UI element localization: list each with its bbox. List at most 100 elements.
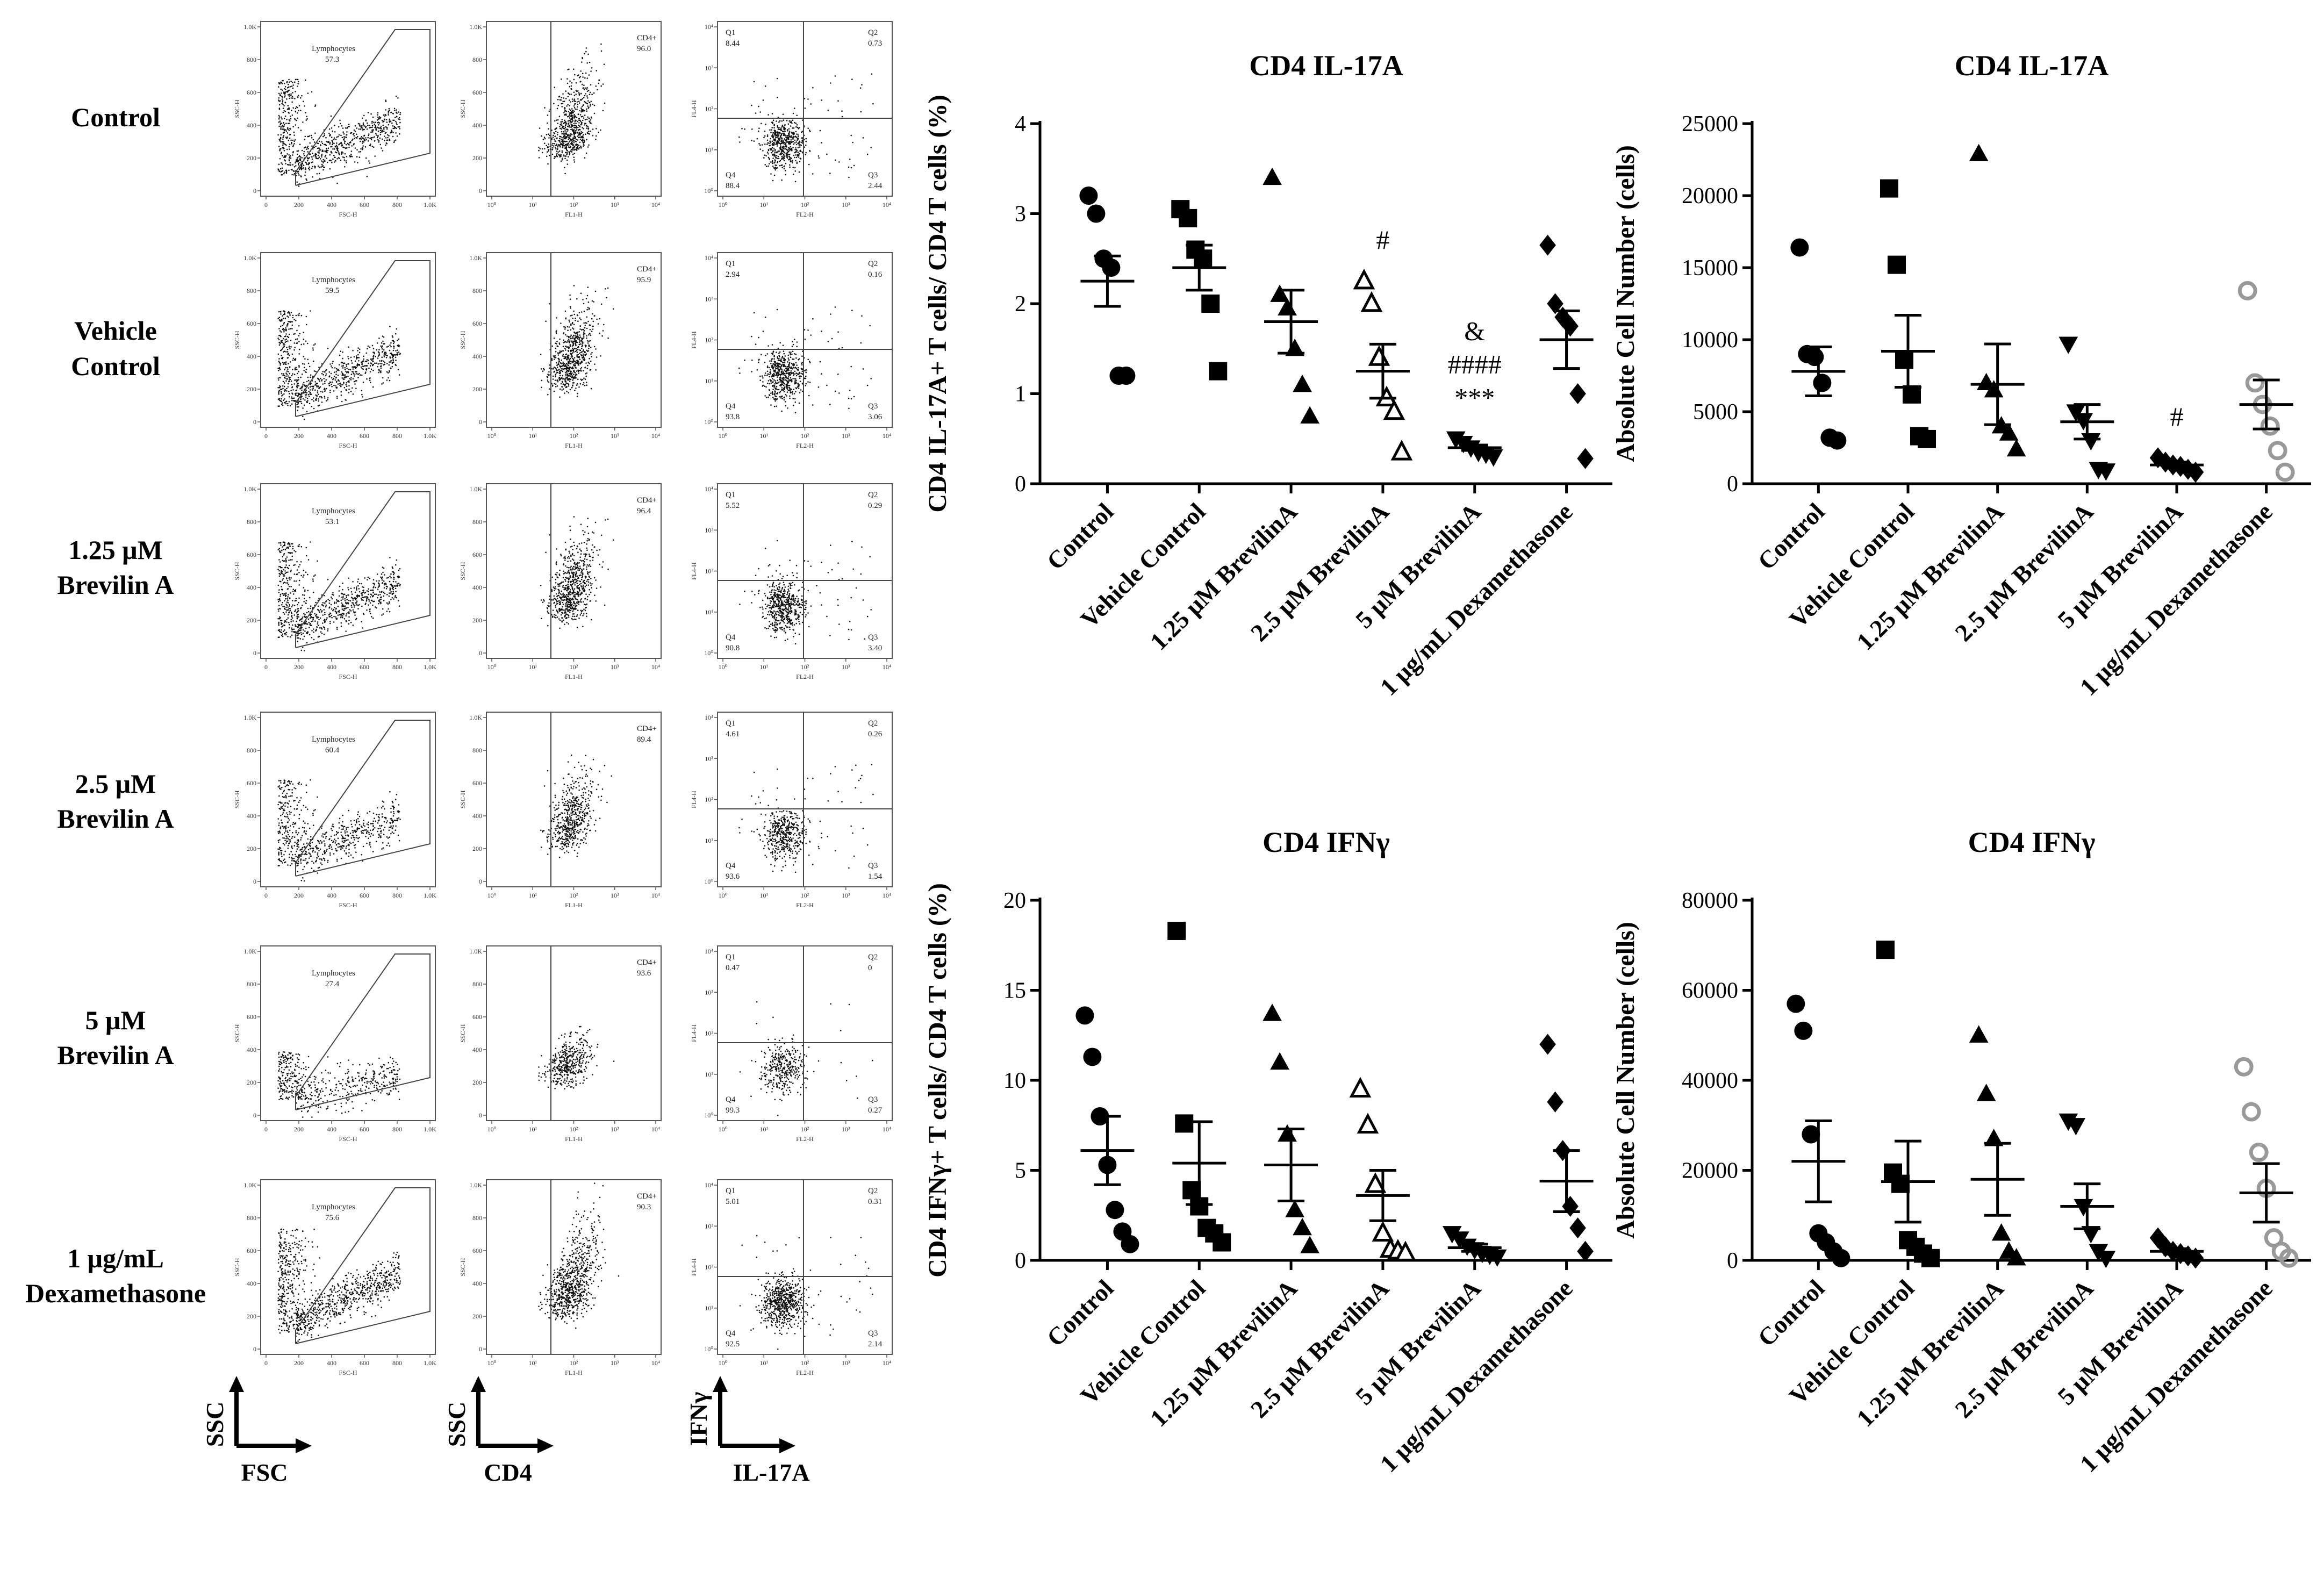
facs-event bbox=[560, 365, 562, 367]
facs-event bbox=[787, 137, 790, 138]
facs-event bbox=[772, 123, 773, 124]
facs-event bbox=[799, 377, 801, 379]
facs-event bbox=[548, 381, 550, 383]
facs-event bbox=[380, 345, 382, 347]
facs-event bbox=[787, 130, 788, 132]
facs-event bbox=[286, 138, 288, 139]
facs-x-axis-title: FSC-H bbox=[339, 442, 357, 449]
facs-event bbox=[790, 388, 792, 390]
facs-event bbox=[281, 118, 283, 120]
facs-event bbox=[787, 376, 790, 378]
facs-event bbox=[779, 120, 781, 122]
facs-event bbox=[379, 365, 382, 367]
facs-ytick-label: 0 bbox=[479, 187, 482, 195]
facs-event bbox=[557, 119, 559, 121]
facs-event bbox=[380, 367, 382, 369]
facs-event bbox=[778, 352, 780, 354]
facs-event bbox=[769, 142, 771, 144]
facs-event bbox=[369, 145, 371, 147]
facs-event bbox=[589, 61, 591, 63]
facs-event bbox=[579, 114, 582, 116]
facs-event bbox=[281, 116, 282, 118]
facs-event bbox=[318, 598, 320, 599]
facs-event bbox=[394, 117, 396, 118]
facs-event bbox=[553, 134, 554, 137]
facs-event bbox=[569, 108, 571, 110]
facs-event bbox=[852, 141, 853, 144]
facs-event bbox=[559, 396, 561, 398]
facs-event bbox=[776, 386, 778, 388]
facs-event bbox=[565, 334, 566, 336]
facs-event bbox=[277, 134, 279, 136]
facs-event bbox=[337, 614, 339, 616]
facs-event bbox=[288, 328, 290, 330]
facs-event bbox=[765, 155, 767, 157]
facs-xtick-label: 10³ bbox=[611, 432, 619, 440]
facs-event bbox=[331, 162, 333, 163]
facs-event bbox=[285, 89, 286, 90]
facs-event bbox=[584, 327, 586, 329]
facs-event bbox=[318, 167, 320, 168]
facs-event bbox=[826, 153, 828, 155]
facs-event bbox=[548, 371, 550, 373]
facs-event bbox=[542, 138, 544, 140]
facs-event bbox=[791, 362, 793, 364]
facs-event bbox=[769, 379, 771, 381]
facs-event bbox=[331, 140, 333, 141]
facs-event bbox=[319, 148, 321, 150]
facs-event bbox=[555, 362, 557, 364]
facs-event bbox=[318, 378, 319, 380]
facs-event bbox=[329, 134, 331, 136]
facs-event bbox=[587, 107, 589, 109]
facs-event bbox=[567, 340, 569, 342]
facs-xtick-label: 10⁰ bbox=[487, 201, 497, 209]
facs-event bbox=[582, 98, 584, 100]
facs-event bbox=[378, 371, 379, 374]
facs-event bbox=[383, 114, 385, 116]
facs-event bbox=[785, 370, 787, 372]
facs-event bbox=[544, 107, 546, 109]
facs-event bbox=[568, 92, 570, 95]
facs-event bbox=[796, 364, 798, 366]
facs-event bbox=[298, 401, 299, 403]
facs-event bbox=[296, 386, 298, 389]
facs-event bbox=[564, 110, 566, 112]
facs-event bbox=[288, 336, 290, 338]
facs-event bbox=[318, 165, 319, 167]
facs-event bbox=[281, 573, 283, 575]
facs-event bbox=[565, 113, 567, 115]
facs-event bbox=[282, 325, 284, 327]
facs-event bbox=[346, 385, 348, 387]
facs-event bbox=[300, 397, 302, 399]
facs-event bbox=[781, 410, 783, 412]
facs-event bbox=[286, 390, 288, 392]
facs-event bbox=[773, 153, 775, 155]
facs-event bbox=[364, 365, 365, 367]
facs-event bbox=[600, 43, 602, 45]
facs-event bbox=[287, 386, 289, 388]
facs-event bbox=[573, 114, 575, 116]
facs-event bbox=[841, 110, 843, 112]
facs-event bbox=[592, 103, 594, 105]
facs-event bbox=[548, 137, 550, 139]
facs-event bbox=[336, 137, 338, 138]
facs-event bbox=[580, 145, 582, 147]
facs-event bbox=[796, 162, 798, 164]
facs-event bbox=[571, 82, 573, 84]
facs-event bbox=[307, 387, 310, 389]
facs-event bbox=[283, 323, 285, 325]
facs-event bbox=[329, 381, 331, 383]
facs-event bbox=[286, 378, 288, 380]
facs-event bbox=[568, 68, 570, 70]
facs-event bbox=[350, 154, 352, 155]
facs-event bbox=[575, 377, 577, 378]
facs-event bbox=[284, 369, 285, 371]
facs-event bbox=[298, 353, 300, 355]
facs-event bbox=[375, 127, 377, 129]
facs-event bbox=[794, 152, 795, 154]
facs-event bbox=[352, 387, 353, 389]
facs-event bbox=[348, 389, 350, 390]
facs-event bbox=[779, 376, 781, 378]
facs-event bbox=[578, 101, 580, 102]
facs-event bbox=[387, 603, 389, 605]
